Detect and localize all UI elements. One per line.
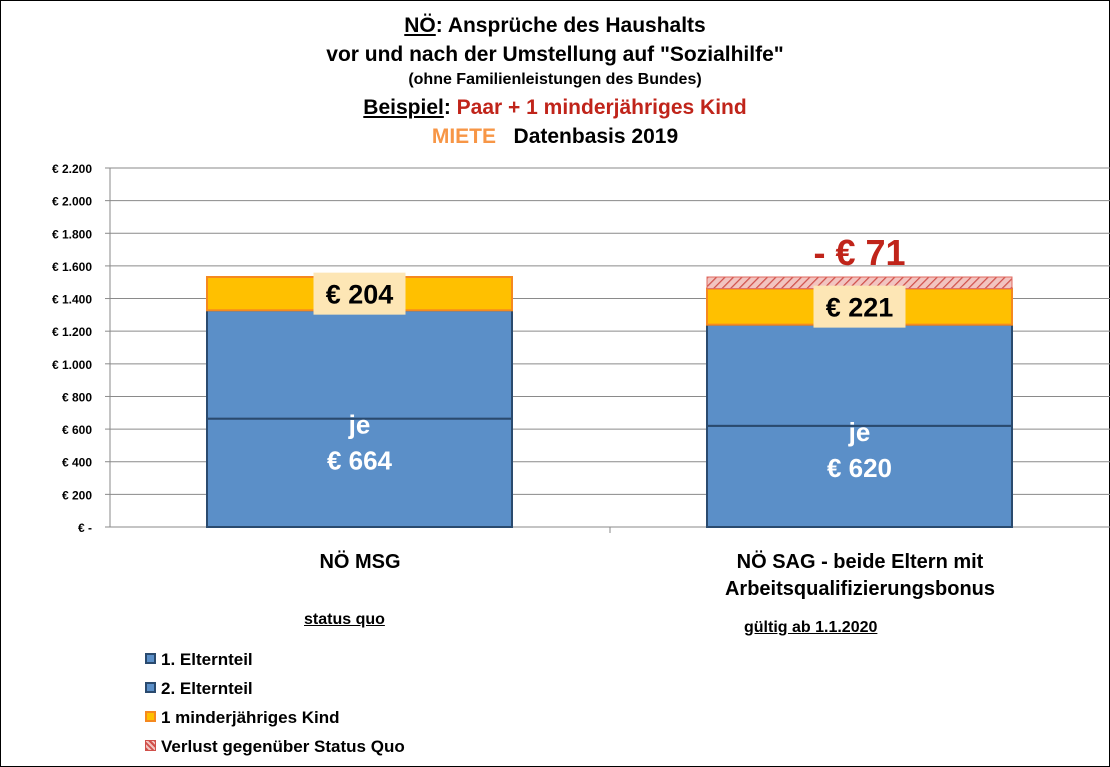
- chart-title-line-1: NÖ: Ansprüche des Haushalts: [0, 14, 1110, 38]
- legend-swatch-parent-1: [145, 653, 156, 664]
- title-region: NÖ: [404, 14, 436, 37]
- example-label: Beispiel: [363, 96, 444, 119]
- data-label-parent: € 620: [827, 453, 892, 483]
- chart-subtitle: (ohne Familienleistungen des Bundes): [408, 71, 702, 88]
- legend-label-loss: Verlust gegenüber Status Quo: [161, 737, 405, 756]
- data-label-child-box: [313, 272, 406, 315]
- y-tick-label: € 1.400: [52, 293, 92, 307]
- example-household: Paar + 1 minderjähriges Kind: [456, 96, 747, 119]
- data-label-parent-prefix: je: [348, 410, 371, 440]
- bar-parent-1: [206, 417, 513, 529]
- y-tick-label: € 2.000: [52, 195, 92, 209]
- data-label-child-box: [813, 285, 906, 328]
- legend-swatch-child: [145, 711, 156, 722]
- category-label-line: NÖ MSG: [319, 551, 401, 573]
- category-label-2: NÖ SAG - beide Eltern mit Arbeitsqualifiz…: [660, 549, 1060, 603]
- y-tick-label: € 2.200: [52, 162, 92, 176]
- example-colon: :: [443, 96, 457, 119]
- y-tick-label: € 400: [62, 456, 92, 470]
- data-basis-line: MIETE Datenbasis 2019: [0, 125, 1110, 149]
- data-label-parent-prefix: je: [848, 417, 871, 447]
- data-label-child: € 204: [326, 280, 394, 310]
- legend-label-child: 1 minderjähriges Kind: [161, 708, 340, 727]
- category-label-line: NÖ SAG - beide Eltern mit: [736, 551, 984, 573]
- title-text: : Ansprüche des Haushalts: [435, 14, 706, 37]
- y-tick-label: € 1.200: [52, 325, 92, 339]
- legend-label-parent-2: 2. Elternteil: [161, 679, 253, 698]
- rent-label: MIETE: [431, 125, 497, 148]
- y-tick-label: € 1.000: [52, 358, 92, 372]
- validity-note: gültig ab 1.1.2020: [744, 619, 878, 636]
- legend-swatch-parent-2: [145, 682, 156, 693]
- y-tick-label: € 1.600: [52, 260, 92, 274]
- bar-parent-1: [706, 424, 1013, 528]
- y-tick-label: € 800: [62, 390, 92, 404]
- example-line: Beispiel: Paar + 1 minderjähriges Kind: [0, 96, 1110, 120]
- category-label-line: Arbeitsqualifizierungsbonus: [724, 578, 996, 600]
- bar-parent-2: [206, 309, 513, 420]
- legend-swatch-loss: [145, 740, 156, 751]
- y-tick-label: € -: [78, 521, 92, 535]
- category-label-1: NÖ MSG: [260, 549, 460, 576]
- data-basis-label: Datenbasis 2019: [513, 125, 679, 148]
- data-label-parent: € 664: [327, 446, 393, 476]
- status-quo-note: status quo: [304, 611, 385, 628]
- data-label-child: € 221: [826, 293, 894, 323]
- y-tick-label: € 200: [62, 488, 92, 502]
- chart-title-line-2: vor und nach der Umstellung auf "Sozialh…: [326, 43, 784, 66]
- y-tick-label: € 1.800: [52, 227, 92, 241]
- y-tick-label: € 600: [62, 423, 92, 437]
- bar-parent-2: [706, 323, 1013, 427]
- legend-label-parent-1: 1. Elternteil: [161, 650, 253, 669]
- data-label-loss: - € 71: [813, 232, 905, 273]
